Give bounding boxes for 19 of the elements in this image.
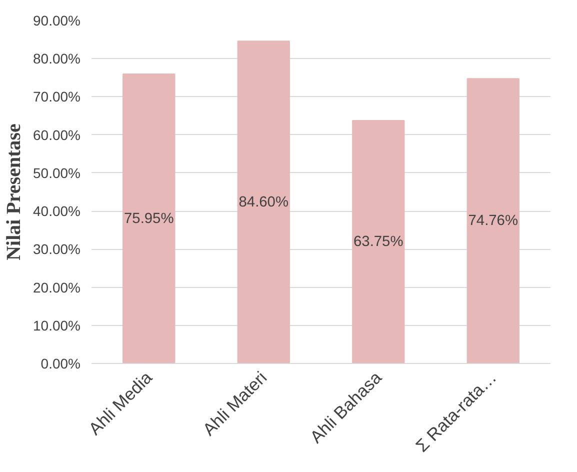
y-tick-label: 20.00% [33, 279, 80, 296]
y-tick-label: 40.00% [33, 203, 80, 220]
y-tick-label: 30.00% [33, 241, 80, 258]
y-tick-label: 0.00% [40, 356, 81, 372]
y-tick-label: 50.00% [33, 164, 80, 181]
data-label: 74.76% [468, 213, 518, 230]
bar [122, 74, 176, 364]
bar [352, 120, 405, 364]
y-tick-label: 70.00% [33, 88, 80, 105]
bar [237, 40, 290, 364]
y-axis-title: Nilai Presentase [3, 123, 26, 260]
data-label: 84.60% [238, 194, 288, 210]
y-tick-label: 10.00% [33, 317, 80, 334]
data-label: 63.75% [354, 234, 404, 250]
data-label: 75.95% [124, 210, 174, 227]
y-tick-label: 60.00% [33, 126, 80, 143]
y-tick-label: 90.00% [33, 12, 80, 28]
y-tick-label: 80.00% [33, 50, 80, 67]
bar [466, 78, 520, 364]
